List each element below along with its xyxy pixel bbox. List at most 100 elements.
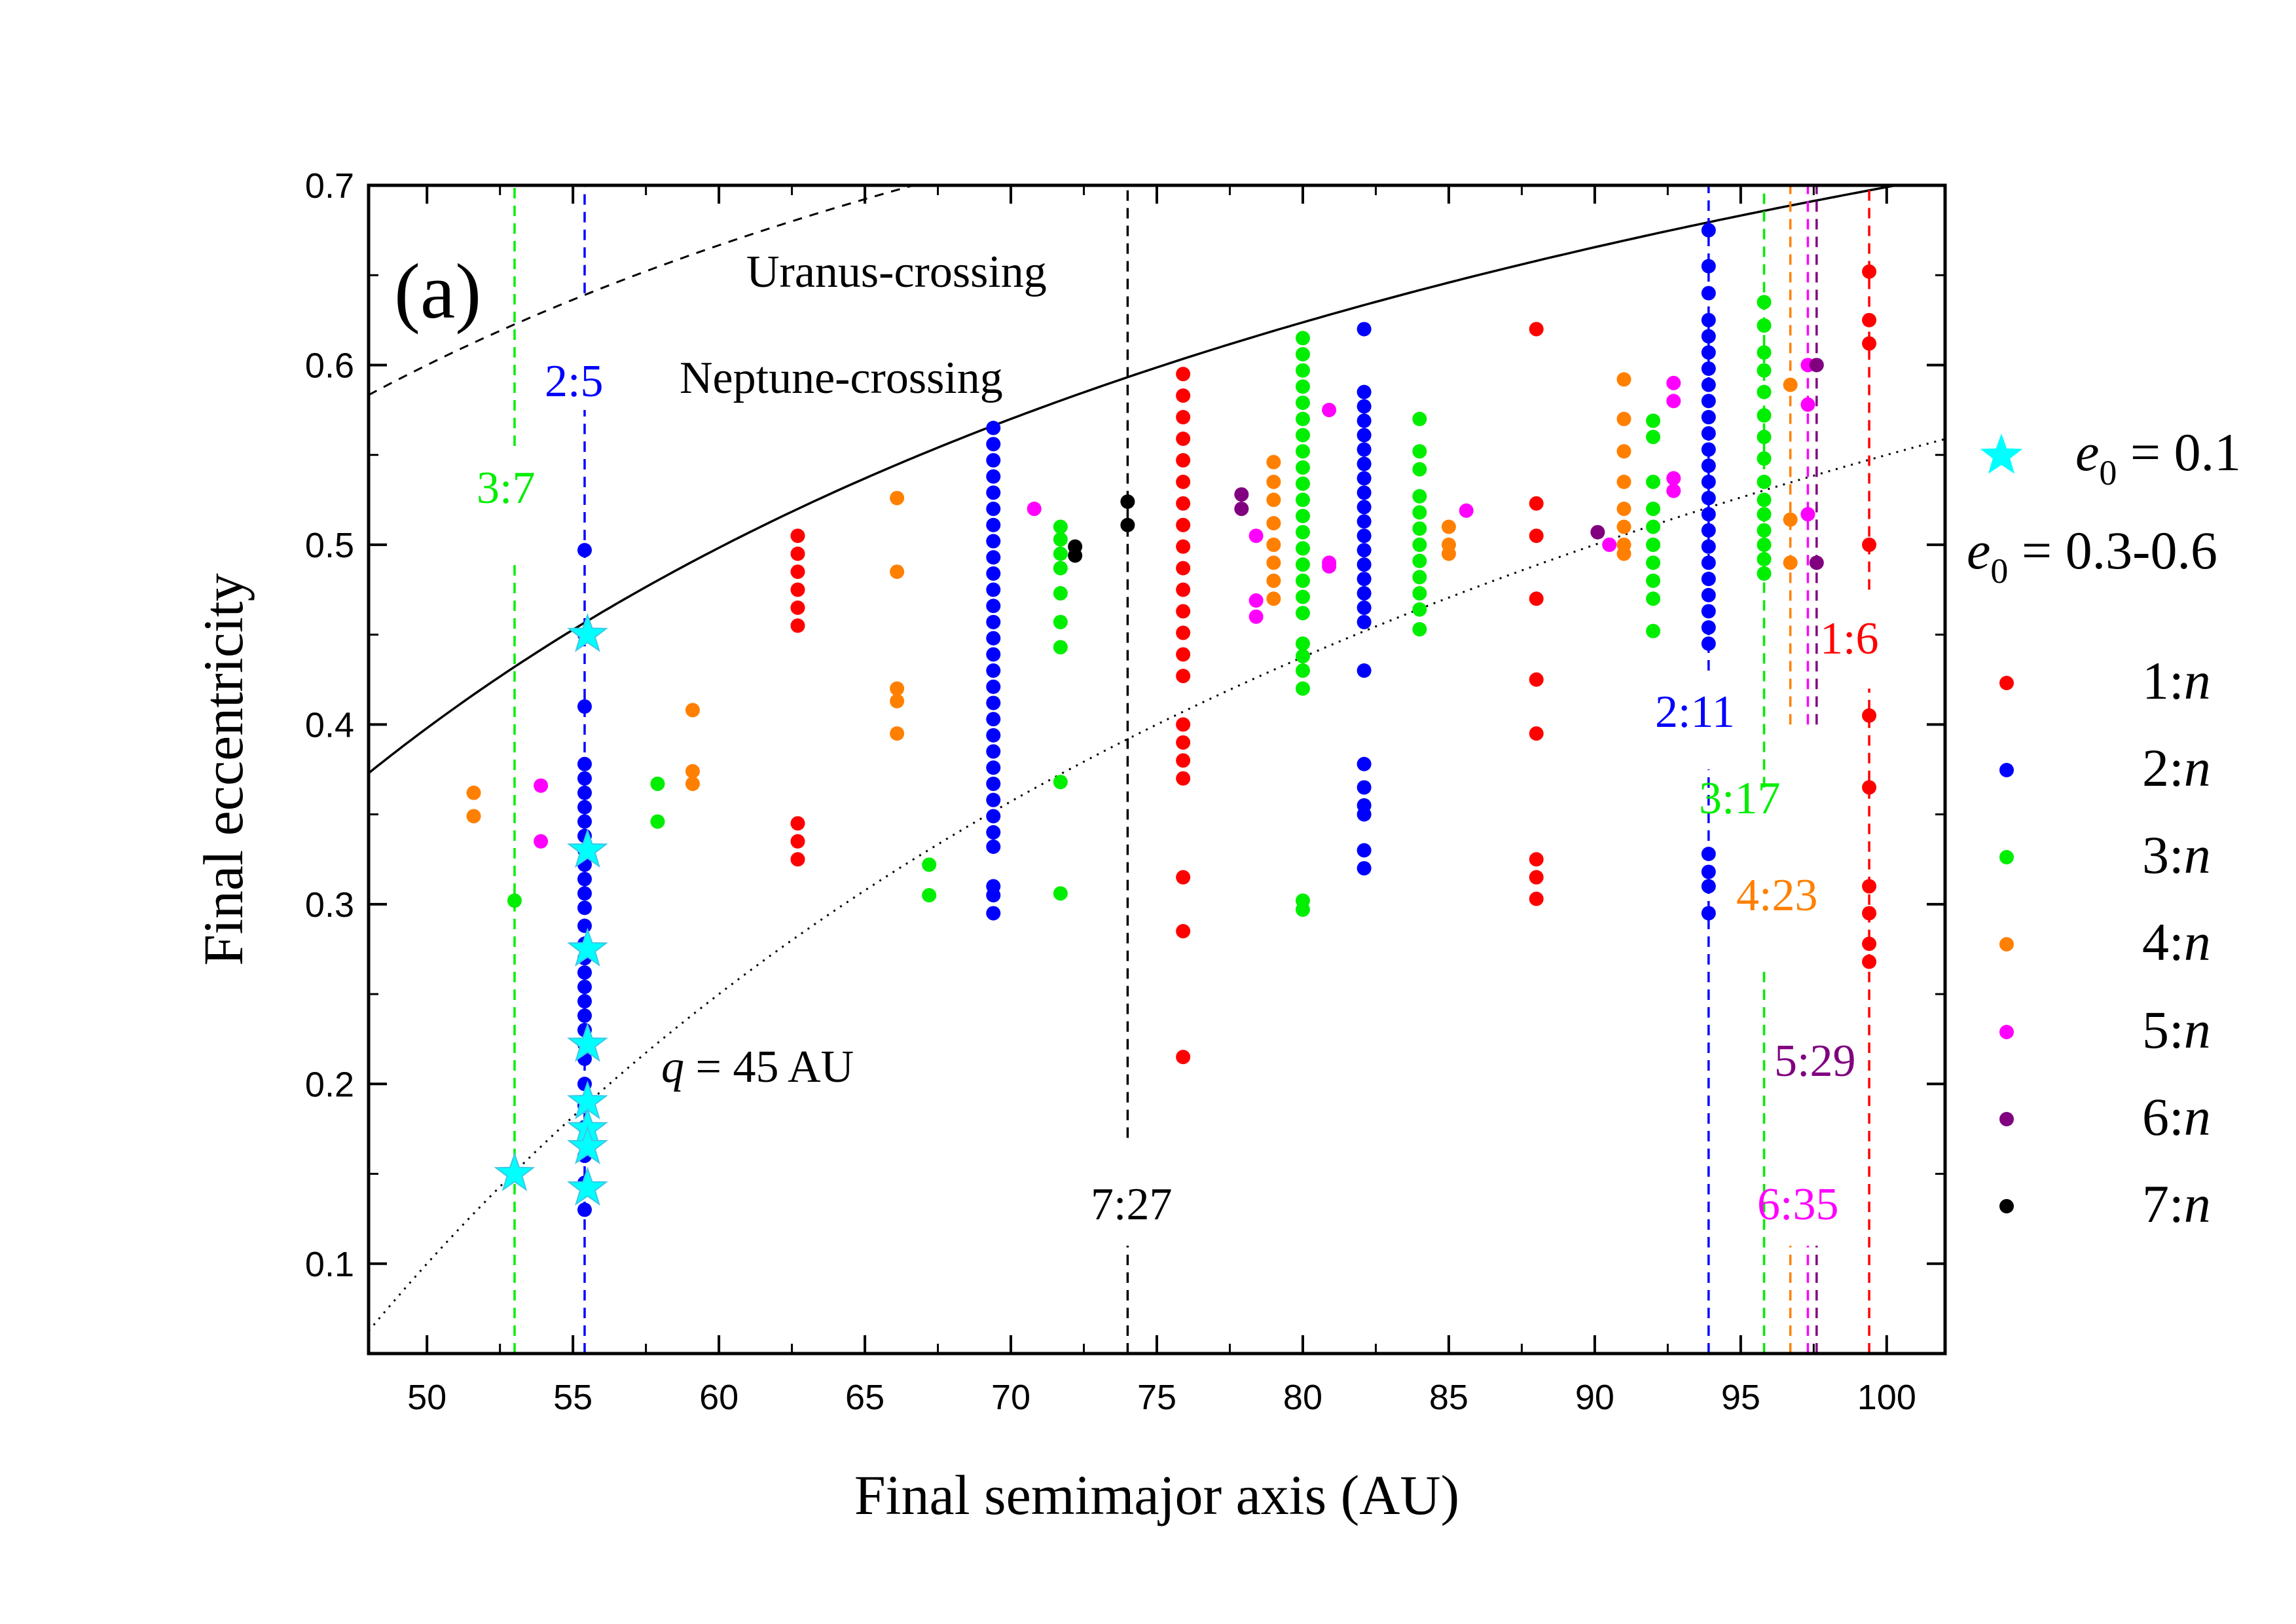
y-tick-label: 0.5 [305, 526, 354, 565]
point-3-n [1295, 411, 1310, 426]
point-4-n [685, 776, 700, 791]
point-6-n [1590, 525, 1605, 540]
point-1-n [790, 816, 805, 831]
point-e0-0-1 [567, 613, 608, 652]
x-tick-label: 100 [1857, 1378, 1916, 1417]
point-3-n [1295, 902, 1310, 917]
point-3-n [1295, 492, 1310, 507]
point-3-n [650, 814, 665, 829]
legend-label: e0 = 0.3-0.6 [1967, 521, 2217, 591]
point-2-n [986, 485, 1001, 500]
point-2-n [986, 906, 1001, 921]
legend-dot-marker [1999, 676, 2014, 690]
resonance-label-2-5: 2:5 [545, 356, 603, 407]
point-2-n [577, 814, 592, 829]
point-2-n [986, 792, 1001, 807]
point-2-n [986, 744, 1001, 759]
point-6-n [1234, 502, 1249, 517]
point-5-n [534, 778, 549, 793]
legend-dot-marker [1999, 1112, 2014, 1126]
point-2-n [986, 647, 1001, 662]
point-2-n [1701, 587, 1716, 602]
point-3-n [1295, 509, 1310, 524]
point-3-n [1412, 586, 1427, 601]
point-2-n [986, 599, 1001, 614]
point-3-n [1053, 614, 1068, 629]
point-3-n [1295, 444, 1310, 459]
point-3-n [1757, 451, 1772, 466]
point-3-n [1757, 507, 1772, 522]
point-4-n [1783, 377, 1798, 392]
point-3-n [1646, 430, 1661, 445]
point-4-n [466, 809, 481, 824]
point-e0-0-1 [567, 1166, 608, 1206]
point-2-n [577, 994, 592, 1009]
legend-dot-marker [1999, 1199, 2014, 1213]
point-2-n [577, 756, 592, 771]
data-points [466, 223, 1877, 1217]
point-2-n [986, 452, 1001, 468]
point-1-n [1176, 582, 1191, 597]
point-5-n [1602, 537, 1617, 552]
point-2-n [1357, 807, 1372, 822]
point-2-n [577, 1202, 592, 1217]
point-3-n [1412, 553, 1427, 568]
legend-variable: n [2184, 912, 2211, 972]
point-3-n [1412, 444, 1427, 459]
legend-entry-2n: 2:n [1999, 738, 2211, 798]
point-2-n [1701, 394, 1716, 409]
point-4-n [890, 490, 905, 506]
legend-ratio: 7: [2142, 1174, 2184, 1234]
point-4-n [1783, 555, 1798, 570]
y-tick-label: 0.3 [305, 885, 354, 925]
point-1-n [1529, 322, 1544, 337]
point-3-n [1757, 474, 1772, 489]
point-3-n [1053, 586, 1068, 601]
point-4-n [1266, 492, 1281, 507]
point-3-n [1053, 886, 1068, 901]
point-1-n [1176, 539, 1191, 554]
point-5-n [1800, 507, 1815, 522]
point-2-n [1701, 361, 1716, 376]
x-tick-label: 60 [699, 1378, 738, 1417]
resonance-label-1-6: 1:6 [1820, 614, 1878, 664]
point-3-n [1757, 430, 1772, 445]
legend-entry-6n: 6:n [1999, 1087, 2211, 1147]
point-3-n [1053, 561, 1068, 576]
legend-ratio: 2: [2142, 738, 2184, 798]
point-2-n [986, 712, 1001, 727]
point-4-n [685, 703, 700, 718]
point-1-n [1176, 625, 1191, 640]
legend-ratio: 1: [2142, 651, 2184, 710]
point-1-n [1176, 452, 1191, 468]
point-1-n [790, 600, 805, 615]
point-4-n [1441, 546, 1456, 561]
point-7-n [1120, 517, 1135, 532]
axis-ticks [369, 184, 1945, 1354]
legend-entry-7n: 7:n [1999, 1174, 2211, 1234]
point-2-n [986, 695, 1001, 710]
point-2-n [1357, 399, 1372, 414]
point-3-n [1757, 537, 1772, 552]
point-3-n [1295, 557, 1310, 572]
point-1-n [1176, 753, 1191, 768]
point-2-n [986, 517, 1001, 532]
point-2-n [1357, 456, 1372, 471]
point-3-n [1295, 606, 1310, 621]
legend-ratio: 6: [2142, 1087, 2184, 1147]
point-3-n [1757, 363, 1772, 378]
legend-ratio: 4: [2142, 912, 2184, 972]
point-2-n [1701, 474, 1716, 489]
point-4-n [466, 785, 481, 800]
point-4-n [890, 681, 905, 696]
legend-entry-5n: 5:n [1999, 1000, 2211, 1060]
x-tick-label: 75 [1137, 1378, 1176, 1417]
point-3-n [1412, 411, 1427, 426]
point-4-n [1616, 519, 1631, 534]
legend-subscript: 0 [2099, 453, 2117, 492]
point-1-n [1862, 264, 1877, 279]
point-3-n [1295, 331, 1310, 346]
point-3-n [1757, 408, 1772, 423]
legend-variable: e [1967, 521, 1990, 580]
point-2-n [986, 614, 1001, 629]
